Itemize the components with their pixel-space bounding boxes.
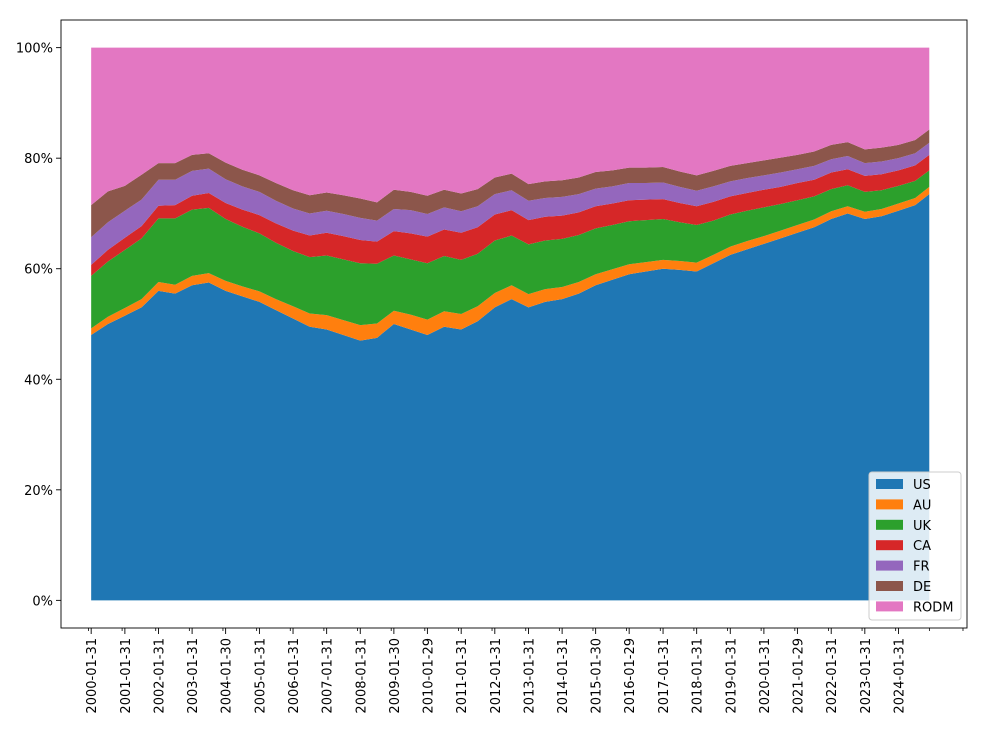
y-tick-label: 100% <box>16 42 53 57</box>
legend-swatch <box>876 479 903 489</box>
legend-swatch <box>876 540 903 551</box>
area-de <box>91 129 930 238</box>
area-fr <box>91 142 930 265</box>
x-tick-label: 2022-01-31 <box>825 638 840 714</box>
x-tick-label: 2006-01-31 <box>287 638 302 714</box>
x-axis: 2000-01-31 2001-01-31 2002-01-31 2003-01-31… <box>85 628 964 714</box>
legend-swatch <box>876 560 903 571</box>
x-tick-label: 2013-01-31 <box>523 638 538 714</box>
x-tick-label: 2017-01-31 <box>657 638 672 714</box>
x-tick-label: 2014-01-31 <box>556 638 571 714</box>
x-tick-label: 2004-01-30 <box>220 638 235 714</box>
legend-label: DE <box>913 580 931 595</box>
y-axis: 0% 20% 40% 60% 80% 100% <box>16 42 61 609</box>
x-tick-label: 2024-01-31 <box>892 638 907 714</box>
y-tick-label: 20% <box>24 484 53 499</box>
area-uk <box>91 170 930 329</box>
x-tick-label: 2000-01-31 <box>85 638 100 714</box>
x-tick-label: 2018-01-31 <box>691 638 706 714</box>
area-layers <box>91 47 930 601</box>
area-ca <box>91 154 930 276</box>
legend-label: RODM <box>913 600 954 615</box>
x-tick-label: 2019-01-31 <box>724 638 739 714</box>
legend-label: FR <box>913 560 930 575</box>
x-tick-label: 2015-01-30 <box>590 638 605 714</box>
x-tick-label: 2011-01-31 <box>455 638 470 714</box>
x-tick-label: 2009-01-30 <box>388 638 403 714</box>
x-tick-label: 2010-01-29 <box>421 638 436 714</box>
legend-label: CA <box>913 539 931 554</box>
x-tick-label: 2003-01-31 <box>186 638 201 714</box>
x-tick-label: 2021-01-29 <box>791 638 806 714</box>
x-tick-label: 2016-01-29 <box>623 638 638 714</box>
x-tick-label: 2023-01-31 <box>859 638 874 714</box>
x-tick-label: 2007-01-31 <box>321 638 336 714</box>
legend-swatch <box>876 601 903 612</box>
area-rodm <box>91 47 930 206</box>
y-tick-label: 40% <box>24 373 53 388</box>
x-tick-label: 2002-01-31 <box>152 638 167 714</box>
x-tick-label: 2020-01-31 <box>758 638 773 714</box>
plot-frame <box>60 19 968 629</box>
x-tick-label: 2005-01-31 <box>253 638 268 714</box>
legend-label: US <box>913 478 931 493</box>
x-tick-label: 2001-01-31 <box>119 638 134 714</box>
legend-label: UK <box>913 519 932 534</box>
x-tick-label: 2008-01-31 <box>354 638 369 714</box>
legend-swatch <box>876 581 903 591</box>
area-us <box>91 194 930 601</box>
legend: US AU UK CA FR DE RODM <box>868 471 962 621</box>
legend-swatch <box>876 499 903 510</box>
legend-swatch <box>876 519 903 530</box>
y-tick-label: 0% <box>32 594 53 609</box>
y-tick-label: 60% <box>24 263 53 278</box>
x-tick-label: 2012-01-31 <box>489 638 504 714</box>
legend-label: AU <box>913 498 931 513</box>
y-tick-label: 80% <box>24 152 53 167</box>
